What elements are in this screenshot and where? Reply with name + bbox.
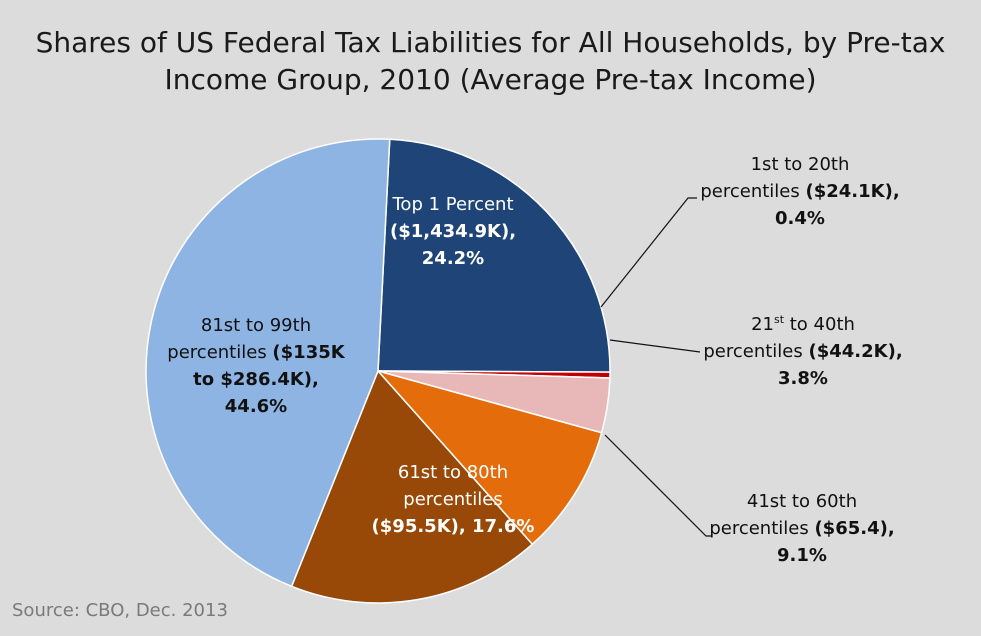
- leader-line-21st-to-40th: [609, 339, 701, 353]
- slice-label-81st-to-99th: 81st to 99th percentiles ($135K to $286.4K…: [167, 315, 345, 417]
- source-note: Source: CBO, Dec. 2013: [12, 600, 228, 621]
- slice-label-41st-to-60th: 41st to 60th percentiles ($65.4), 9.1%: [709, 491, 894, 566]
- leader-line-41st-to-60th: [604, 434, 712, 537]
- leader-line-1st-to-20th: [600, 197, 697, 308]
- pie-slice-61st-to-80th: [290, 369, 534, 604]
- slice-label-1st-to-20th: 1st to 20th percentiles ($24.1K), 0.4%: [700, 154, 899, 229]
- chart-title-line-2: Income Group, 2010 (Average Pre-tax Inco…: [164, 63, 817, 96]
- slice-label-top-1-percent: Top 1 Percent ($1,434.9K), 24.2%: [390, 194, 516, 269]
- chart-title-line-1: Shares of US Federal Tax Liabilities for…: [35, 26, 946, 59]
- pie-slice-top-1-percent: [377, 138, 611, 373]
- pie-slice-81st-to-99th: [145, 138, 391, 588]
- slice-label-61st-to-80th: 61st to 80th percentiles ($95.5K), 17.6%: [372, 462, 535, 537]
- slice-label-21st-to-40th: 21st to 40th percentiles ($44.2K), 3.8%: [703, 313, 902, 389]
- pie-slice-41st-to-60th: [375, 369, 603, 546]
